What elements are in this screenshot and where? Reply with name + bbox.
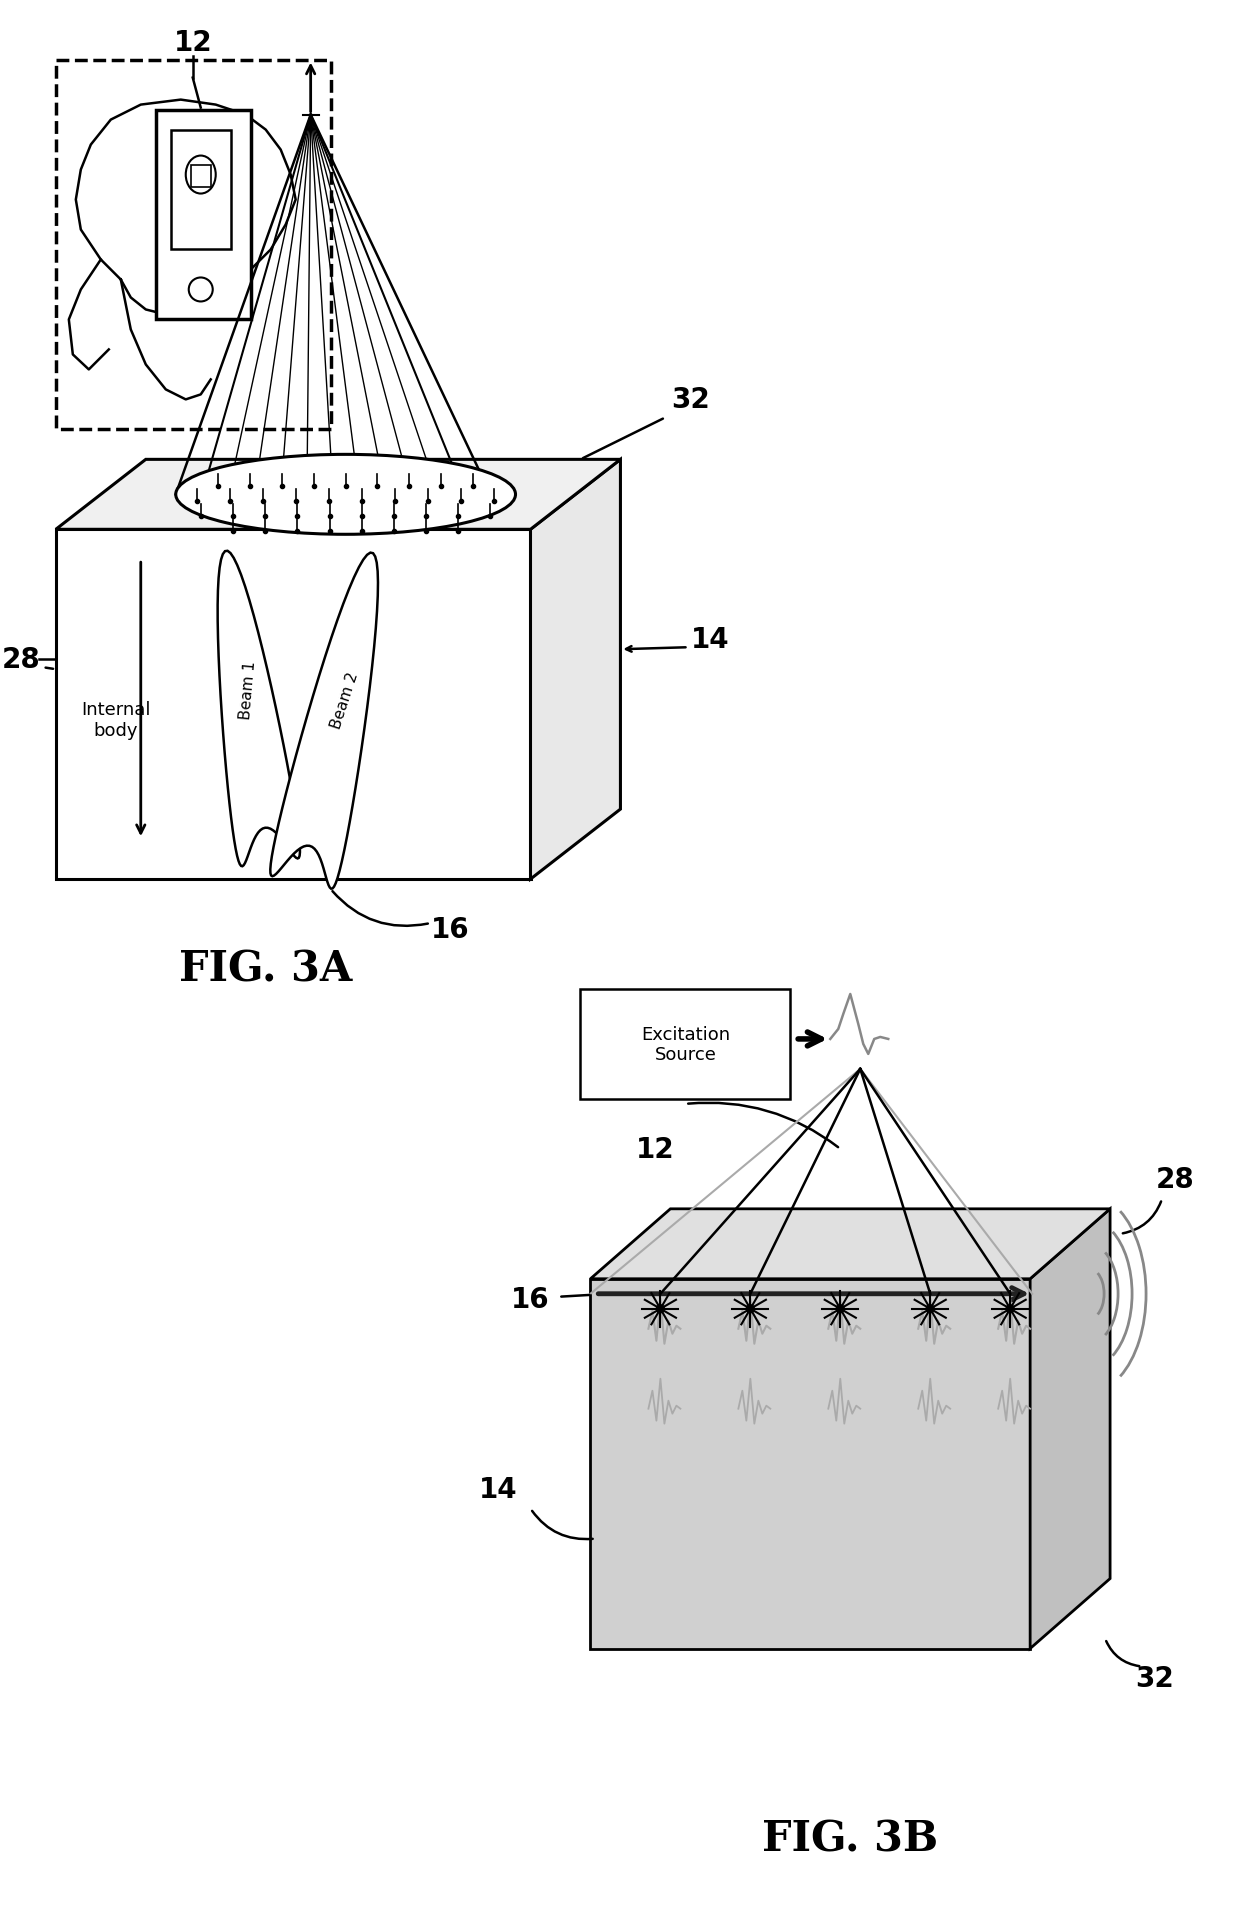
Circle shape xyxy=(1006,1305,1014,1313)
Bar xyxy=(580,989,790,1099)
Circle shape xyxy=(746,1305,754,1313)
Text: 28: 28 xyxy=(1156,1166,1194,1193)
Text: Beam 1: Beam 1 xyxy=(238,659,258,720)
Text: Beam 2: Beam 2 xyxy=(329,669,361,730)
Text: 12: 12 xyxy=(636,1135,675,1164)
Polygon shape xyxy=(531,461,620,880)
Bar xyxy=(56,61,331,431)
Polygon shape xyxy=(56,530,531,880)
Ellipse shape xyxy=(186,156,216,194)
Text: 12: 12 xyxy=(174,29,212,57)
Text: 28: 28 xyxy=(1,646,40,674)
Bar xyxy=(171,131,231,250)
Text: 14: 14 xyxy=(479,1474,518,1503)
Circle shape xyxy=(836,1305,844,1313)
Polygon shape xyxy=(590,1278,1030,1648)
Text: 16: 16 xyxy=(432,916,470,943)
Polygon shape xyxy=(1030,1210,1110,1648)
Circle shape xyxy=(926,1305,934,1313)
Text: 14: 14 xyxy=(691,627,729,653)
Text: Internal
body: Internal body xyxy=(81,701,150,739)
Text: 16: 16 xyxy=(511,1286,549,1313)
Text: FIG. 3B: FIG. 3B xyxy=(763,1817,939,1859)
Ellipse shape xyxy=(176,455,516,535)
Polygon shape xyxy=(56,461,620,530)
Text: 32: 32 xyxy=(1136,1665,1174,1694)
Text: Excitation
Source: Excitation Source xyxy=(641,1025,730,1063)
Polygon shape xyxy=(590,1210,1110,1278)
Polygon shape xyxy=(270,552,378,890)
Bar xyxy=(156,110,250,320)
Bar xyxy=(191,166,211,187)
Text: FIG. 3A: FIG. 3A xyxy=(179,949,352,991)
Polygon shape xyxy=(218,552,300,867)
Text: 32: 32 xyxy=(671,387,709,413)
Circle shape xyxy=(656,1305,665,1313)
